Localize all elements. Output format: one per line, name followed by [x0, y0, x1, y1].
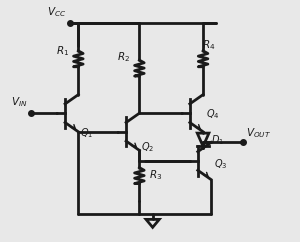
Text: $Q_4$: $Q_4$ [206, 108, 219, 121]
Text: $V_{CC}$: $V_{CC}$ [47, 5, 66, 19]
Text: $Q_1$: $Q_1$ [80, 127, 93, 140]
Text: $Q_3$: $Q_3$ [214, 157, 227, 171]
Text: $R_3$: $R_3$ [149, 169, 162, 182]
Text: $V_{OUT}$: $V_{OUT}$ [246, 126, 271, 140]
Text: $V_{IN}$: $V_{IN}$ [11, 95, 28, 109]
Text: $Q_2$: $Q_2$ [141, 140, 154, 154]
Text: $D_1$: $D_1$ [211, 133, 224, 147]
Text: $R_2$: $R_2$ [117, 51, 130, 64]
Text: $R_4$: $R_4$ [202, 39, 215, 53]
Text: $R_1$: $R_1$ [56, 44, 69, 58]
